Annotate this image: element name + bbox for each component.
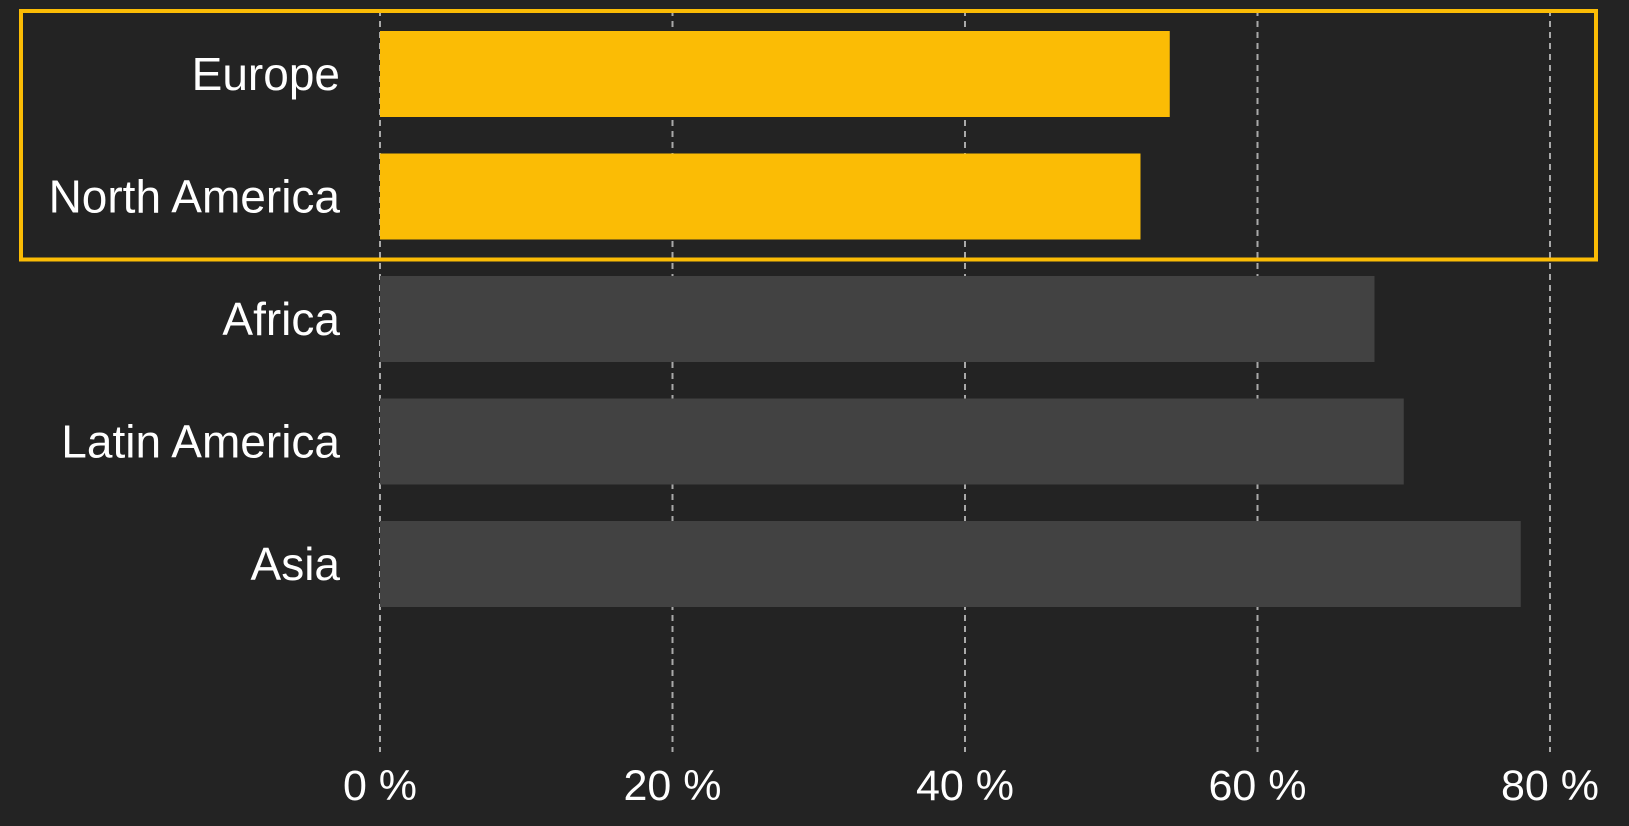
category-label-africa: Africa [222,293,340,345]
category-label-europe: Europe [192,48,340,100]
x-tick-label-0: 0 % [343,762,417,810]
bar-europe [380,31,1170,117]
x-tick-label-1: 20 % [623,762,721,810]
bar-asia [380,521,1521,607]
grid-lines [379,10,1551,752]
bar-latin-america [380,398,1404,485]
x-tick-label-3: 60 % [1208,762,1306,810]
bar-africa [380,276,1375,362]
bars [380,31,1521,607]
category-label-asia: Asia [251,538,341,590]
category-label-north-america: North America [49,171,341,223]
category-labels: Europe North America Africa Latin America As… [49,48,341,590]
x-tick-labels: 0 % 20 % 40 % 60 % 80 % [343,762,1599,810]
bar-north-america [380,153,1141,240]
highlight-box [19,9,1598,262]
x-tick-label-4: 80 % [1501,762,1599,810]
x-tick-label-2: 40 % [916,762,1014,810]
category-label-latin-america: Latin America [61,416,340,468]
highlight-box-group [19,9,1598,262]
